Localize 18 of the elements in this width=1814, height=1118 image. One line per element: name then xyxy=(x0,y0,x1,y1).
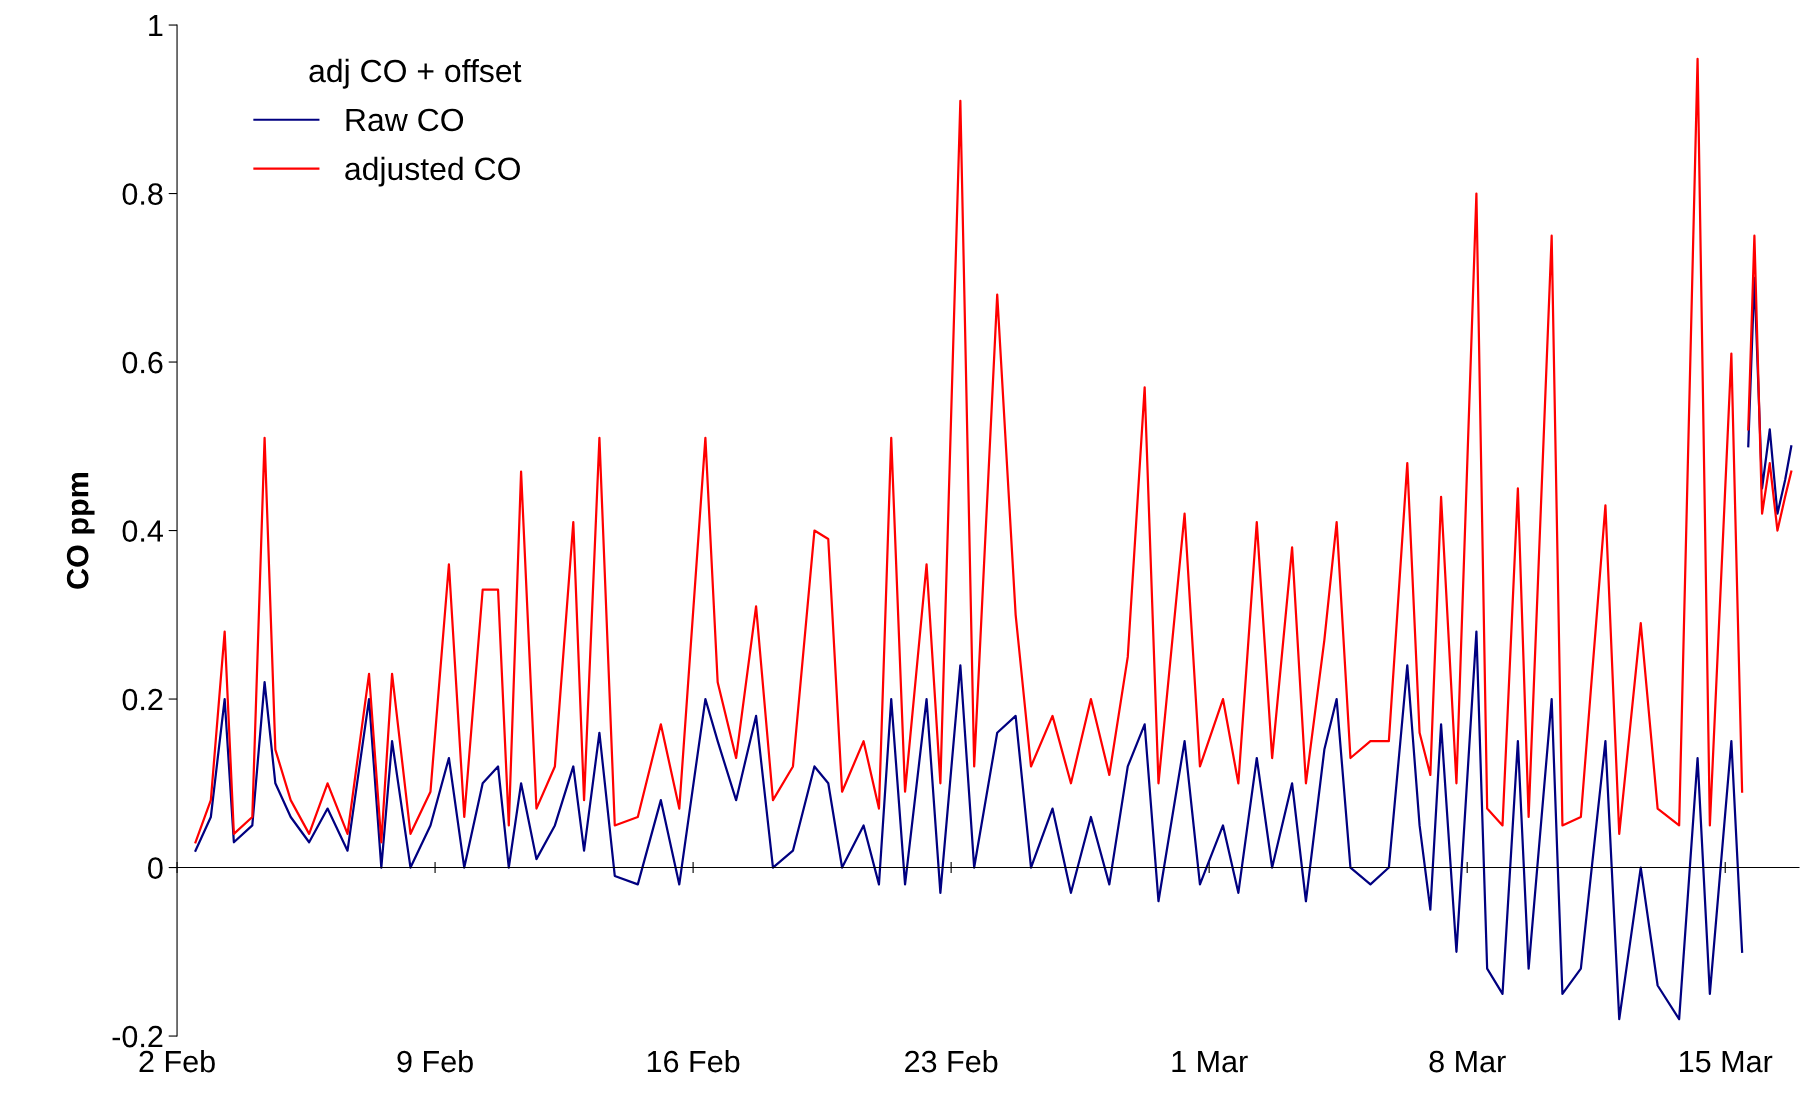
x-tick-label: 23 Feb xyxy=(905,1049,998,1073)
y-tick-label: 0.6 xyxy=(122,351,163,374)
y-tick-label: 0 xyxy=(148,857,163,879)
legend-label: adjusted CO xyxy=(345,156,520,187)
x-tick-label: 8 Mar xyxy=(1429,1050,1506,1073)
x-tick-label: 16 Feb xyxy=(647,1049,740,1073)
y-tick-label: -0.2 xyxy=(112,1025,163,1048)
legend-label: Raw CO xyxy=(346,108,464,132)
legend-title: adj CO + offset xyxy=(309,58,522,89)
x-tick-label: 15 Mar xyxy=(1680,1051,1773,1073)
y-tick-label: 0.2 xyxy=(122,688,163,711)
x-tick-label: 1 Mar xyxy=(1172,1051,1248,1073)
x-tick-label: 9 Feb xyxy=(397,1049,473,1073)
y-axis-title: CO ppm xyxy=(66,473,95,589)
y-tick-label: 0.4 xyxy=(122,520,163,542)
x-tick-label: 2 Feb xyxy=(139,1049,215,1073)
y-tick-label: 0.8 xyxy=(122,183,163,205)
y-tick-label: 1 xyxy=(149,15,163,37)
